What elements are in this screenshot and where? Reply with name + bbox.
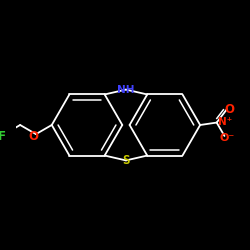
Text: O: O (225, 103, 235, 116)
Text: O: O (28, 130, 38, 143)
Text: NH: NH (117, 84, 135, 94)
Text: F: F (0, 130, 6, 143)
Text: N⁺: N⁺ (218, 116, 232, 126)
Text: O⁻: O⁻ (219, 134, 234, 143)
Text: S: S (122, 154, 130, 167)
